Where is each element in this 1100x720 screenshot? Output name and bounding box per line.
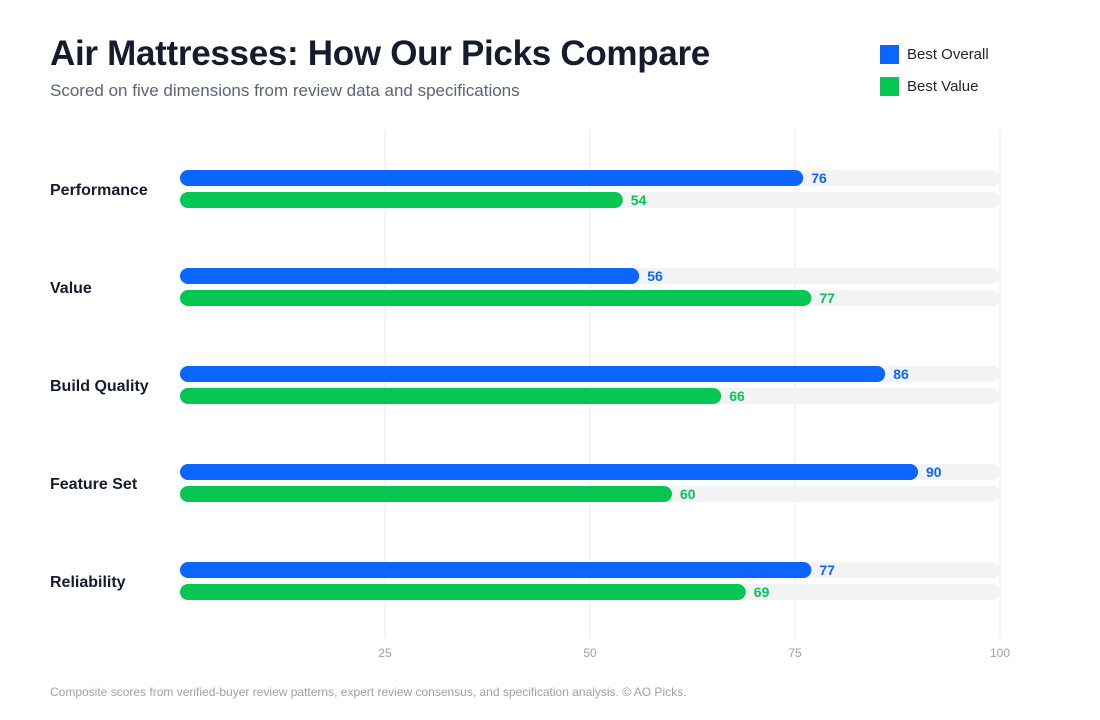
legend-item-best-value: Best Value <box>880 76 989 96</box>
data-label-build-quality-best-value: 66 <box>729 388 745 404</box>
legend: Best Overall Best Value <box>880 44 989 108</box>
legend-label-best-overall: Best Overall <box>907 45 989 63</box>
category-label-performance: Performance <box>50 182 148 199</box>
bar-feature-set-best-overall <box>180 464 918 480</box>
data-label-value-best-value: 77 <box>819 290 835 306</box>
bar-build-quality-best-overall <box>180 366 886 382</box>
data-label-performance-best-overall: 76 <box>811 170 827 186</box>
data-label-value-best-overall: 56 <box>647 268 663 284</box>
category-label-value: Value <box>50 280 92 297</box>
bar-performance-best-value <box>180 192 623 208</box>
bar-reliability-best-value <box>180 584 746 600</box>
data-label-build-quality-best-overall: 86 <box>893 366 909 382</box>
bar-value-best-value <box>180 290 812 306</box>
data-label-reliability-best-overall: 77 <box>819 562 835 578</box>
chart-subtitle: Scored on five dimensions from review da… <box>50 81 520 100</box>
chart-title: Air Mattresses: How Our Picks Compare <box>50 34 710 73</box>
category-label-feature-set: Feature Set <box>50 476 138 493</box>
bar-performance-best-overall <box>180 170 804 186</box>
data-label-feature-set-best-overall: 90 <box>926 464 942 480</box>
legend-label-best-value: Best Value <box>907 77 979 95</box>
category-label-reliability: Reliability <box>50 574 126 591</box>
data-label-feature-set-best-value: 60 <box>680 486 696 502</box>
x-tick-label-25: 25 <box>378 646 392 660</box>
bar-value-best-overall <box>180 268 640 284</box>
x-tick-label-100: 100 <box>990 646 1010 660</box>
bar-build-quality-best-value <box>180 388 722 404</box>
category-label-build-quality: Build Quality <box>50 378 149 395</box>
legend-swatch-best-overall <box>880 44 899 64</box>
data-label-reliability-best-value: 69 <box>754 584 770 600</box>
legend-item-best-overall: Best Overall <box>880 44 989 64</box>
footer-note: Composite scores from verified-buyer rev… <box>50 685 687 699</box>
x-tick-label-75: 75 <box>788 646 802 660</box>
data-label-performance-best-value: 54 <box>631 192 647 208</box>
legend-swatch-best-value <box>880 76 899 96</box>
bar-feature-set-best-value <box>180 486 672 502</box>
x-tick-label-50: 50 <box>583 646 597 660</box>
bar-reliability-best-overall <box>180 562 812 578</box>
